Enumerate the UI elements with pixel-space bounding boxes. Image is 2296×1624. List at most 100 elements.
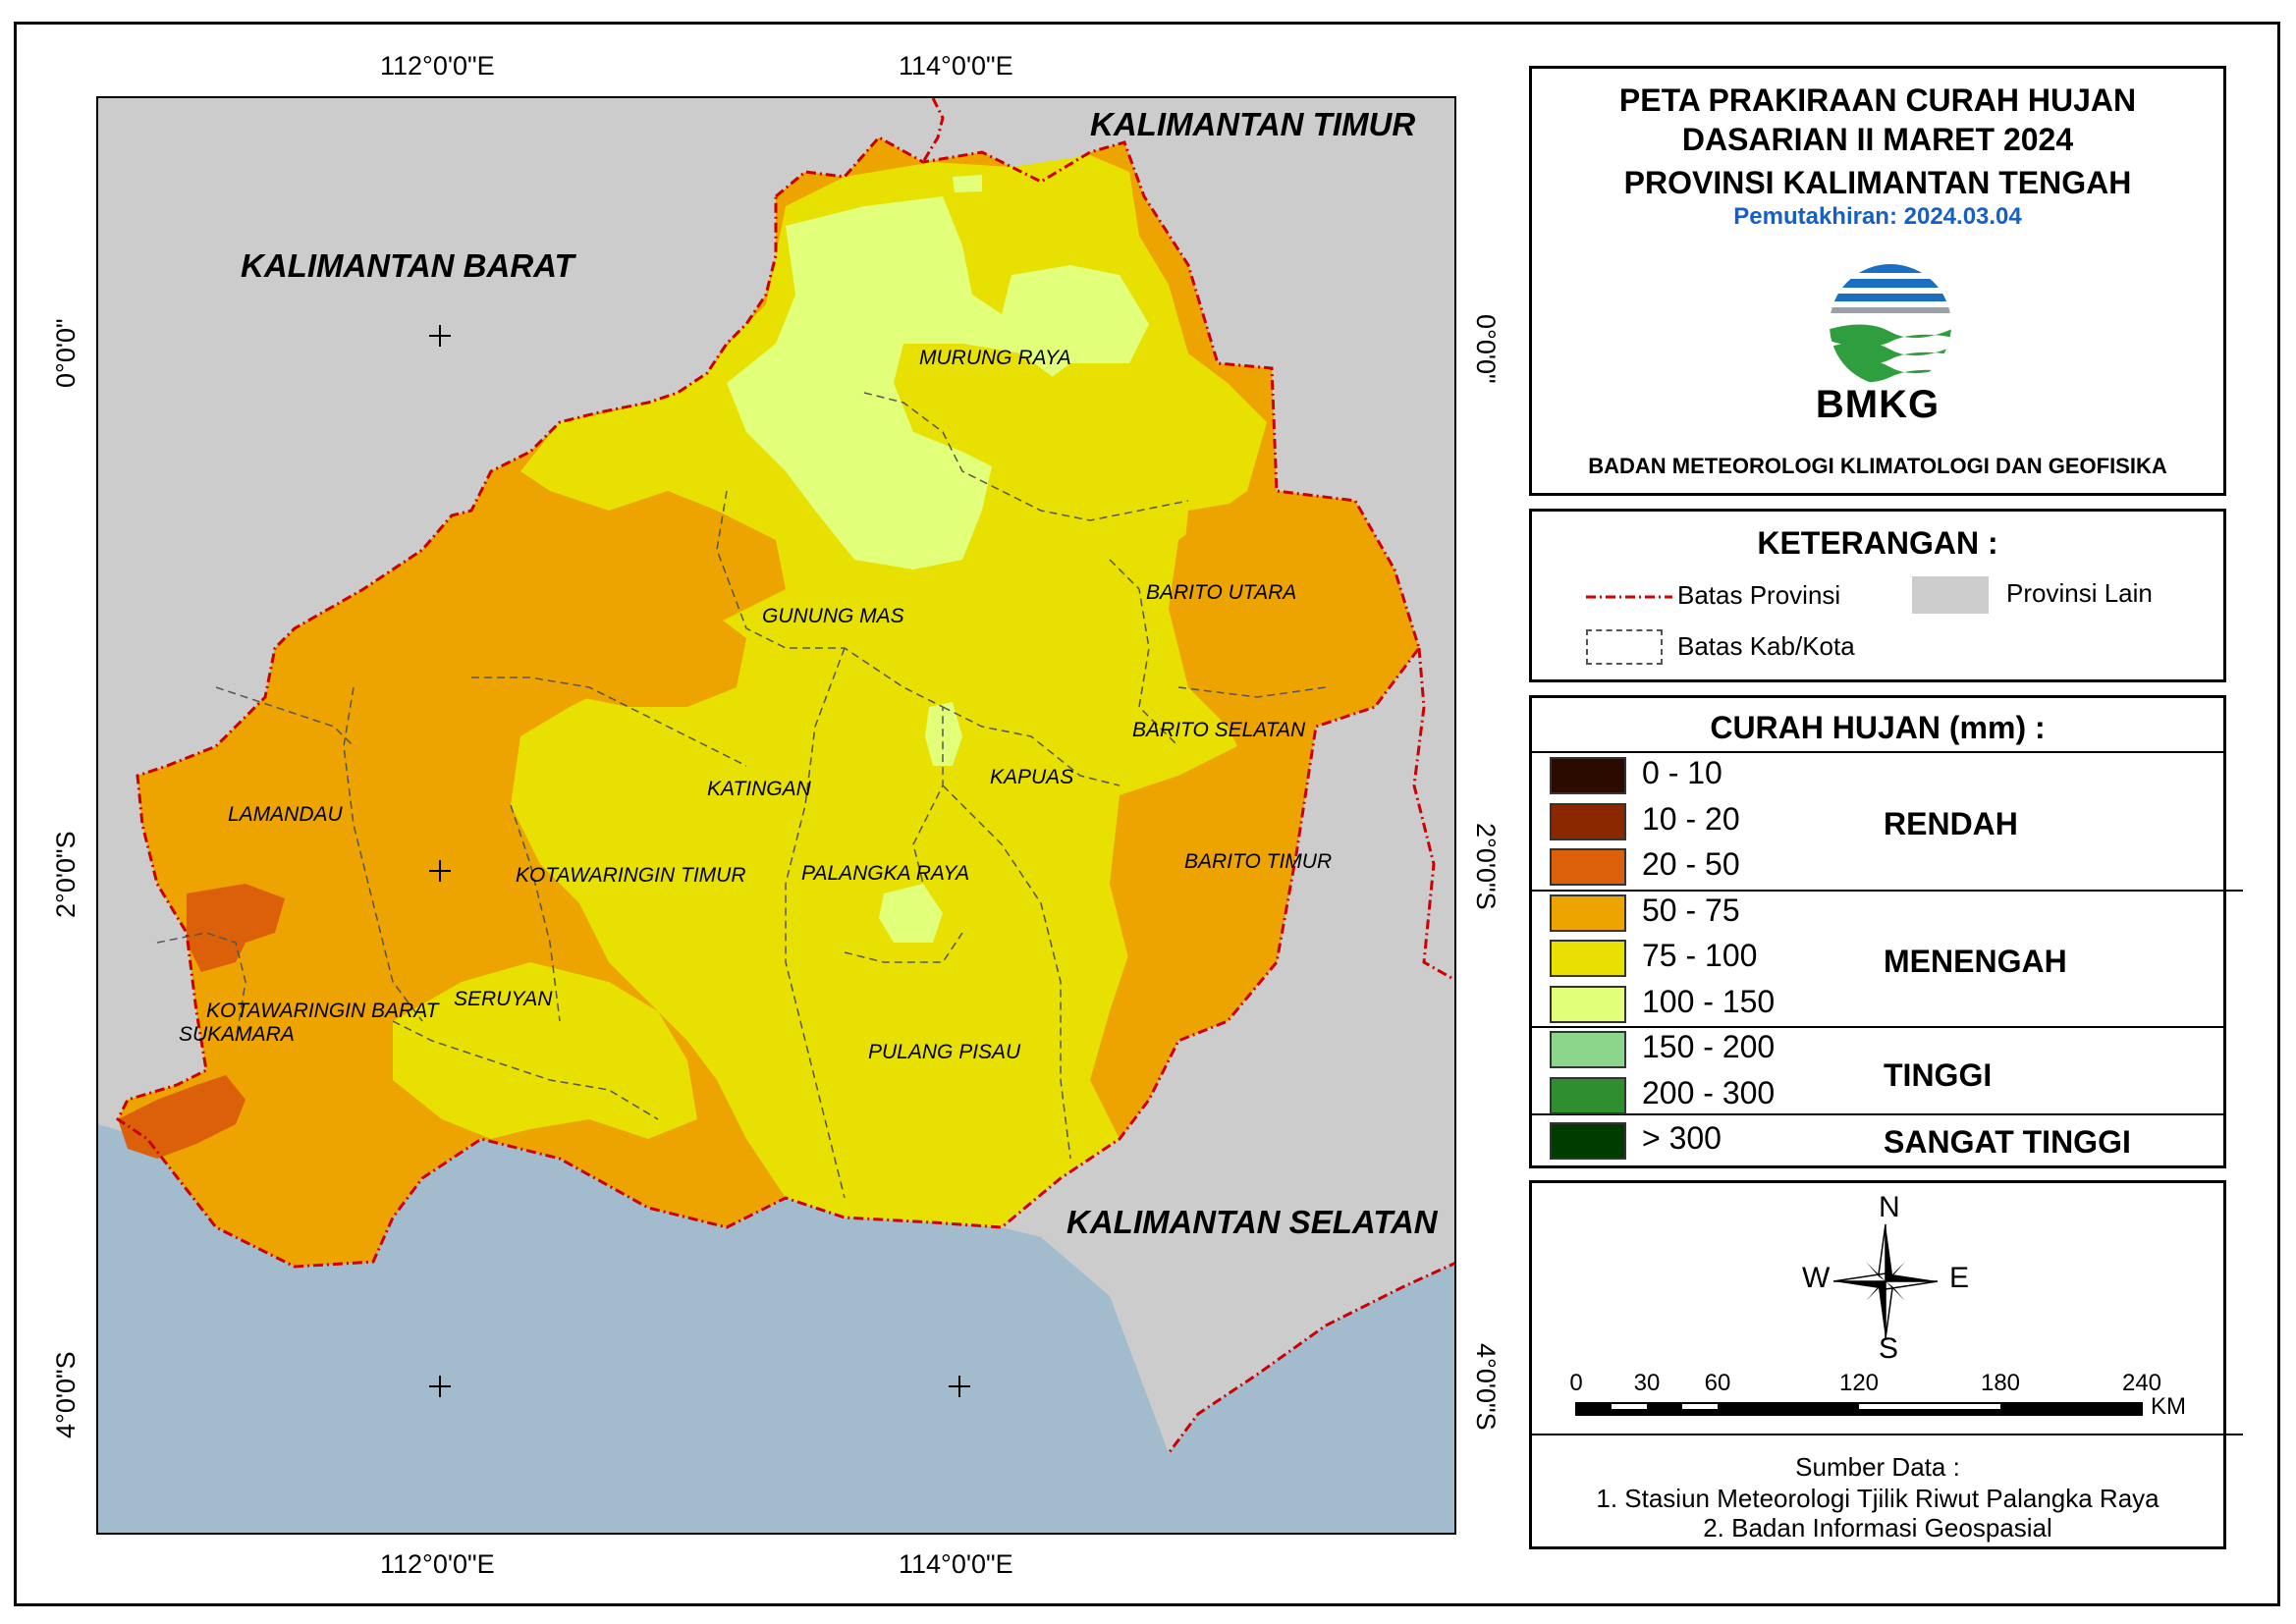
legend-swatch [1550, 893, 1626, 932]
outer-frame [14, 22, 2280, 1606]
label-lamandau: LAMANDAU [228, 803, 343, 826]
label-gunung-mas: GUNUNG MAS [762, 605, 904, 627]
keterangan-panel: KETERANGAN : Batas Provinsi Provinsi Lai… [1529, 509, 2226, 682]
zone-75-100-seruyan [393, 962, 697, 1139]
zone-50-75-barito-timur [1110, 736, 1306, 1100]
lat-label-0-left: 0°0'0" [51, 318, 81, 388]
title-line2: DASARIAN II MARET 2024 [1681, 122, 2074, 157]
zone-20-50-kobar [187, 884, 285, 972]
map-svg [98, 98, 1454, 1454]
legend-label: 0 - 10 [1642, 755, 1722, 790]
zone-75-100-central [511, 155, 1267, 1227]
scale-unit: KM [2151, 1393, 2186, 1420]
legend-label: 100 - 150 [1642, 983, 1776, 1019]
category-rendah: RENDAH [1884, 806, 2018, 841]
zone-20-50-sukamara [118, 1075, 246, 1159]
zone-100-150-patch-b [879, 884, 943, 943]
sumber-line1: 1. Stasiun Meteorologi Tjilik Riwut Pala… [1596, 1484, 2159, 1513]
compass-rose-icon [1832, 1223, 1939, 1339]
lon-label-114-top: 114°0'0"E [899, 51, 1013, 81]
label-kotawaringin-timur: KOTAWARINGIN TIMUR [516, 864, 746, 887]
label-murung-raya: MURUNG RAYA [919, 347, 1071, 369]
label-kalimantan-selatan: KALIMANTAN SELATAN [1066, 1204, 1438, 1240]
zone-50-75-gunungmas [560, 609, 746, 707]
legend-swatch [1550, 940, 1626, 977]
keterangan-title: KETERANGAN : [1757, 525, 1998, 561]
divider-title [1532, 751, 2223, 753]
compass-s: S [1879, 1332, 1899, 1365]
batas-kab-symbol [1586, 629, 1663, 665]
curah-hujan-panel: CURAH HUJAN (mm) : RENDAH MENENGAH TINGG… [1529, 695, 2243, 1168]
curah-hujan-title: CURAH HUJAN (mm) : [1710, 710, 2046, 745]
legend-swatch [1550, 1122, 1626, 1160]
lon-label-112-top: 112°0'0"E [380, 51, 495, 81]
category-sangat-tinggi: SANGAT TINGGI [1884, 1124, 2131, 1160]
update-date: Pemutakhiran: 2024.03.04 [1733, 203, 2022, 230]
zone-100-150-patch-a [925, 702, 962, 766]
legend-swatch [1550, 848, 1626, 886]
provinsi-lain-swatch [1912, 576, 1989, 614]
bmkg-logo-text: BMKG [1815, 383, 1941, 426]
label-kotawaringin-barat: KOTAWARINGIN BARAT [206, 1000, 439, 1022]
label-barito-utara: BARITO UTARA [1146, 581, 1297, 604]
category-menengah: MENENGAH [1884, 944, 2067, 979]
legend-swatch [1550, 985, 1626, 1023]
label-barito-selatan: BARITO SELATAN [1132, 719, 1306, 741]
lat-label-2-left: 2°0'0"S [51, 831, 81, 918]
label-kapuas: KAPUAS [990, 766, 1074, 788]
scale-tick-label: 0 [1569, 1370, 1583, 1396]
batas-provinsi-label: Batas Provinsi [1677, 580, 1841, 610]
bmkg-logo-icon [1830, 264, 1951, 386]
legend-label: 10 - 20 [1642, 800, 1740, 837]
legend-swatch [1550, 757, 1626, 794]
label-barito-timur: BARITO TIMUR [1184, 850, 1333, 873]
scale-tick-label: 30 [1633, 1370, 1661, 1396]
title-line3: PROVINSI KALIMANTAN TENGAH [1623, 165, 2132, 200]
rainfall-map: KALIMANTAN TIMUR KALIMANTAN BARAT KALIMA… [96, 96, 1456, 1535]
label-kalimantan-barat: KALIMANTAN BARAT [241, 247, 574, 284]
legend-label: 150 - 200 [1642, 1029, 1776, 1064]
category-tinggi: TINGGI [1884, 1057, 1993, 1093]
label-sukamara: SUKAMARA [179, 1023, 295, 1046]
zone-75-100-kotim [560, 854, 648, 903]
zone-50-75-barito-utara [1178, 491, 1414, 727]
kabupaten-borders [156, 392, 1327, 1199]
title-panel: PETA PRAKIRAAN CURAH HUJAN DASARIAN II M… [1529, 66, 2226, 496]
legend-label: 50 - 75 [1642, 892, 1740, 928]
label-kalimantan-timur: KALIMANTAN TIMUR [1090, 106, 1416, 142]
divider-menengah [1532, 1026, 2223, 1028]
scale-tick-label: 120 [1838, 1370, 1880, 1396]
divider-rendah [1532, 890, 2243, 892]
scale-bar [1575, 1402, 2143, 1416]
label-palangka-raya: PALANGKA RAYA [801, 862, 970, 885]
lon-label-112-bottom: 112°0'0"E [380, 1549, 495, 1579]
legend-label: 20 - 50 [1642, 846, 1740, 882]
scale-tick-label: 60 [1704, 1370, 1731, 1396]
label-katingan: KATINGAN [707, 778, 811, 800]
divider-tinggi [1532, 1113, 2223, 1115]
zone-75-100-murung-center [894, 344, 1070, 471]
legend-swatch [1550, 1031, 1626, 1068]
divider-sumber [1532, 1434, 2243, 1435]
lat-label-4-right: 4°0'0"S [1471, 1343, 1501, 1431]
batas-kab-label: Batas Kab/Kota [1677, 631, 1855, 661]
province-border [116, 135, 1421, 1269]
lon-label-114-bottom: 114°0'0"E [899, 1549, 1013, 1579]
agency-name: BADAN METEOROLOGI KLIMATOLOGI DAN GEOFIS… [1588, 454, 2167, 478]
lat-label-0-right: 0°0'0" [1471, 314, 1501, 384]
legend-label: > 300 [1642, 1120, 1722, 1156]
compass-e: E [1949, 1262, 1970, 1294]
legend-swatch [1550, 802, 1626, 840]
compass-scale-panel: N S W E KM Sumber Data : 1. Stasiun Mete… [1529, 1180, 2243, 1549]
legend-label: 200 - 300 [1642, 1074, 1776, 1110]
label-pulang-pisau: PULANG PISAU [868, 1041, 1021, 1063]
compass-n: N [1879, 1191, 1900, 1223]
label-seruyan: SERUYAN [454, 988, 553, 1010]
compass-w: W [1802, 1262, 1831, 1294]
grid-crosses [429, 325, 970, 1397]
scale-tick-label: 240 [2121, 1370, 2162, 1396]
zone-100-150-top [953, 175, 982, 192]
province-border-east-ext [1412, 647, 1454, 982]
legend-swatch [1550, 1076, 1626, 1114]
sumber-title: Sumber Data : [1795, 1452, 1960, 1482]
